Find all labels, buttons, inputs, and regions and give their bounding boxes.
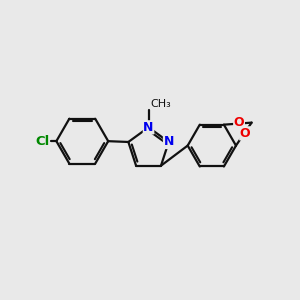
Text: O: O xyxy=(240,127,250,140)
Text: Cl: Cl xyxy=(36,135,50,148)
Text: N: N xyxy=(143,121,154,134)
Text: CH₃: CH₃ xyxy=(150,99,171,109)
Text: N: N xyxy=(164,136,174,148)
Text: O: O xyxy=(234,116,244,129)
